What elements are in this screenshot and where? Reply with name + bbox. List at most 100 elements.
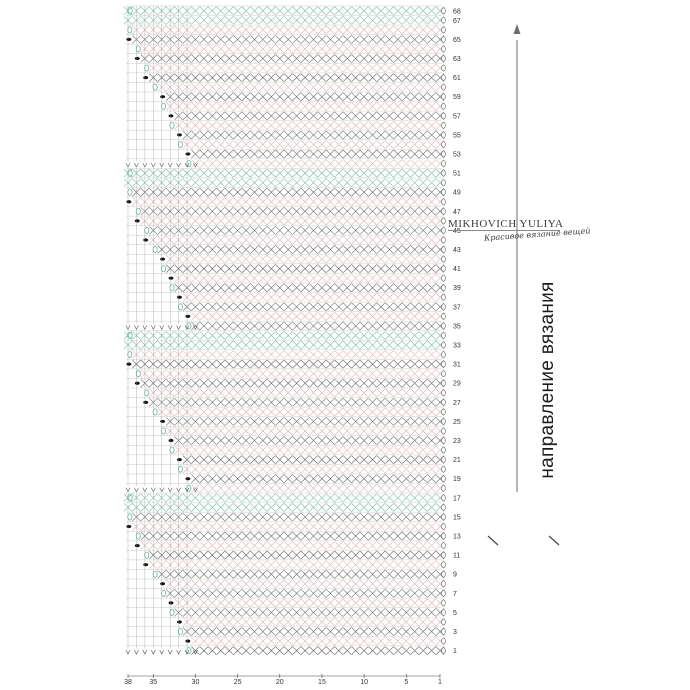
row-number-label: 21: [453, 457, 461, 464]
chart-row: [126, 607, 446, 617]
slip-stitch-icon: [159, 487, 164, 493]
chart-row: [126, 435, 446, 445]
single-crochet-icon: [149, 560, 445, 569]
single-crochet-icon: [165, 417, 445, 426]
single-crochet-icon: [132, 350, 445, 359]
single-crochet-icon: [157, 82, 445, 92]
chart-row: [126, 235, 446, 245]
single-crochet-icon: [132, 35, 445, 44]
slip-stitch-icon: [176, 295, 182, 299]
chart-row: [126, 416, 446, 426]
chart-row: [126, 91, 446, 101]
chain-stitch-icon: [127, 169, 133, 177]
single-crochet-icon: [182, 464, 445, 474]
single-crochet-icon: [174, 121, 445, 130]
slip-stitch-icon: [126, 524, 132, 529]
chart-row: [126, 63, 446, 73]
single-crochet-icon: [157, 570, 445, 579]
row-number-label: 57: [453, 113, 461, 120]
chain-stitch-icon: [152, 83, 158, 91]
single-crochet-icon: [191, 636, 445, 646]
chain-stitch-icon: [441, 188, 446, 196]
chain-stitch-icon: [135, 207, 141, 215]
slip-stitch-icon: [125, 487, 131, 493]
row-number-label: 55: [453, 132, 461, 139]
chart-row: [126, 636, 446, 646]
chain-stitch-icon: [441, 418, 446, 425]
single-crochet-icon: [182, 302, 445, 312]
chain-stitch-icon: [169, 284, 175, 292]
row-number-label: 1: [453, 648, 457, 655]
knitting-direction-label: направление вязания: [537, 281, 558, 479]
slip-stitch-icon: [176, 487, 181, 493]
slip-stitch-icon: [167, 325, 173, 331]
chart-row: [126, 406, 446, 417]
chain-stitch-icon: [186, 160, 192, 168]
slip-stitch-icon: [134, 162, 139, 168]
single-crochet-icon: [174, 598, 445, 608]
single-crochet-icon: [149, 73, 445, 82]
slip-stitch-icon: [184, 649, 190, 655]
slip-stitch-icon: [193, 162, 198, 168]
row-number-label: 27: [453, 400, 461, 407]
slip-stitch-icon: [159, 162, 164, 168]
chain-stitch-icon: [441, 293, 446, 301]
single-crochet-icon: [191, 474, 445, 483]
single-crochet-icon: [165, 92, 445, 101]
chain-stitch-icon: [441, 647, 446, 654]
chain-stitch-icon: [441, 303, 446, 311]
row-number-label: 35: [453, 323, 461, 330]
slip-stitch-icon: [185, 152, 191, 156]
chart-row: [126, 588, 446, 598]
chain-stitch-icon: [441, 322, 446, 330]
slip-stitch-icon: [126, 200, 132, 204]
chain-stitch-icon: [441, 398, 446, 406]
single-crochet-icon: [182, 627, 445, 636]
chart-guide-lines: [125, 6, 198, 655]
chart-row: [126, 196, 446, 206]
single-crochet-icon: [165, 589, 445, 598]
stitch-numbers: 38 35 30 25 20 15 10 5 1: [124, 674, 442, 686]
stitch-number-label: 1: [438, 679, 442, 686]
chain-stitch-icon: [144, 64, 150, 72]
single-crochet-icon: [149, 235, 445, 245]
single-crochet-icon: [165, 579, 445, 588]
single-crochet-icon: [174, 111, 445, 121]
slip-stitch-icon: [184, 162, 190, 168]
chain-stitch-icon: [441, 83, 446, 91]
chain-stitch-icon: [441, 637, 446, 645]
chart-row: [126, 445, 446, 455]
chart-row: [126, 368, 446, 378]
row-number-label: 47: [453, 209, 461, 216]
single-crochet-icon: [132, 512, 445, 522]
single-crochet-icon: [165, 264, 445, 273]
single-crochet-icon: [123, 503, 445, 512]
chain-stitch-icon: [441, 236, 446, 244]
row-number-label: 45: [453, 228, 461, 235]
chart-row: [123, 5, 446, 15]
single-crochet-icon: [149, 226, 445, 235]
chain-stitch-icon: [441, 580, 446, 588]
chain-stitch-icon: [441, 265, 446, 272]
chain-stitch-icon: [161, 265, 167, 273]
stitch-number-label: 20: [276, 679, 284, 686]
slip-stitch-icon: [143, 563, 149, 567]
chain-stitch-icon: [127, 513, 133, 521]
chain-stitch-icon: [441, 389, 446, 397]
slip-stitch-icon: [176, 649, 181, 655]
slip-stitch-icon: [160, 582, 166, 586]
slip-stitch-icon: [143, 238, 149, 242]
chart-row: [123, 492, 446, 503]
chart-row: [126, 120, 446, 130]
row-number-label: 3: [453, 629, 457, 636]
chain-stitch-icon: [441, 179, 446, 187]
chart-row: [126, 139, 446, 149]
row-number-label: 17: [453, 495, 461, 502]
row-number-label: 41: [453, 266, 461, 273]
chart-rows: [123, 5, 446, 655]
chart-row: [126, 454, 446, 464]
slip-stitch-icon: [126, 37, 132, 42]
slip-stitch-icon: [160, 257, 166, 261]
chain-stitch-icon: [441, 446, 446, 454]
chart-row: [126, 187, 446, 197]
